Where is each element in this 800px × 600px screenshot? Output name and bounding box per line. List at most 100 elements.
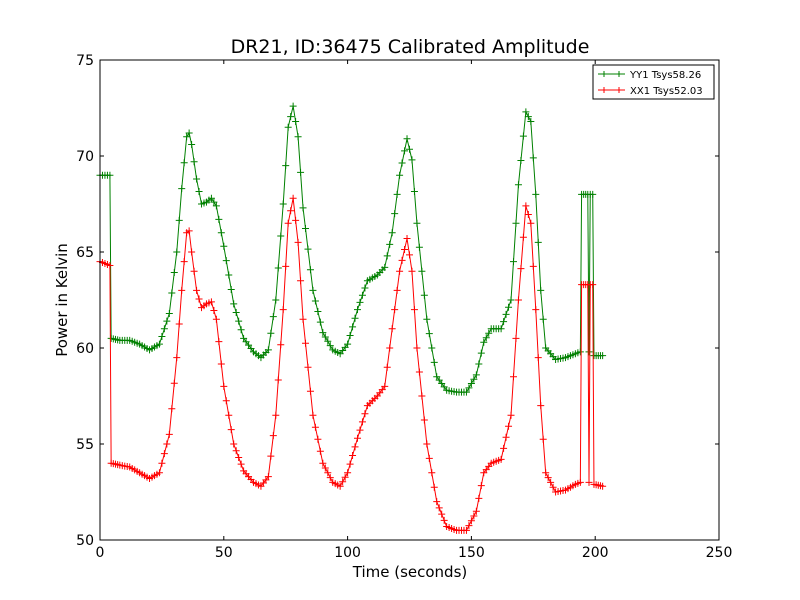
data-point (502, 433, 510, 441)
series-line (100, 105, 603, 393)
data-point (336, 482, 344, 490)
data-point (297, 168, 305, 176)
data-point (465, 522, 473, 530)
data-point (160, 450, 168, 458)
data-point (408, 267, 416, 275)
data-point (195, 295, 203, 303)
data-point (433, 498, 441, 506)
plot-area (96, 102, 607, 534)
legend-label: YY1 Tsys58.26 (629, 70, 701, 81)
y-tick-label: 50 (76, 533, 94, 549)
data-point (361, 410, 369, 418)
data-point (292, 216, 300, 224)
data-point (304, 245, 312, 253)
data-point (210, 307, 218, 315)
data-point (190, 267, 198, 275)
data-point (282, 162, 290, 170)
series-1 (96, 194, 607, 534)
data-point (183, 133, 191, 141)
data-point (547, 478, 555, 486)
data-point (324, 469, 332, 477)
data-point (497, 455, 505, 463)
data-point (321, 464, 329, 472)
data-point (316, 318, 324, 326)
data-point (326, 474, 334, 482)
data-point (230, 440, 238, 448)
data-point (440, 516, 448, 524)
data-point (576, 478, 584, 486)
data-point (512, 334, 520, 342)
data-point (475, 494, 483, 502)
data-point (542, 469, 550, 477)
data-point (321, 333, 329, 341)
data-point (346, 332, 354, 340)
data-point (274, 264, 282, 272)
data-point (282, 262, 290, 270)
data-point (344, 340, 352, 348)
data-point (472, 371, 480, 379)
data-point (237, 460, 245, 468)
data-point (467, 517, 475, 525)
data-point (381, 382, 389, 390)
data-point (539, 435, 547, 443)
data-point (356, 426, 364, 434)
data-point (589, 190, 597, 198)
data-point (386, 240, 394, 248)
data-point (406, 145, 413, 153)
data-point (391, 306, 399, 314)
legend-box (592, 64, 715, 100)
data-point (168, 289, 176, 297)
data-point (477, 349, 485, 357)
data-point (299, 315, 307, 323)
data-point (180, 159, 188, 167)
data-point (532, 306, 540, 314)
data-point (505, 422, 513, 430)
data-point (351, 314, 359, 322)
data-point (175, 216, 183, 224)
data-point (267, 329, 275, 337)
data-point (514, 296, 522, 304)
data-point (158, 459, 166, 467)
data-point (215, 338, 223, 346)
data-point (314, 308, 322, 316)
data-point (507, 411, 515, 419)
data-point (178, 185, 186, 193)
data-point (165, 430, 173, 438)
data-point (438, 510, 446, 518)
data-point (294, 238, 302, 246)
data-point (415, 243, 423, 251)
data-point (517, 265, 525, 273)
data-point (272, 296, 280, 304)
data-point (539, 315, 547, 323)
data-point (279, 200, 287, 208)
y-tick-label: 60 (76, 341, 94, 357)
data-point (220, 382, 228, 390)
data-point (175, 320, 183, 328)
data-point (462, 388, 470, 396)
data-point (170, 379, 178, 387)
data-point (289, 194, 297, 202)
data-point (314, 435, 322, 443)
data-point (344, 469, 352, 477)
data-point (514, 181, 522, 189)
data-point (155, 340, 163, 348)
data-point (599, 482, 607, 490)
plot-frame (99, 59, 720, 541)
data-point (396, 171, 404, 179)
data-point (415, 368, 423, 376)
data-point (393, 190, 401, 198)
x-tick-label: 50 (215, 545, 233, 561)
data-point (388, 229, 396, 237)
data-point (212, 315, 220, 323)
data-point (386, 344, 394, 352)
data-point (287, 113, 295, 121)
series-0 (96, 102, 607, 396)
data-point (351, 443, 359, 451)
data-point (292, 117, 300, 125)
data-point (227, 426, 235, 434)
data-point (358, 291, 366, 299)
data-point (477, 482, 485, 490)
data-point (529, 262, 537, 270)
data-point (354, 434, 362, 442)
data-point (210, 198, 218, 206)
